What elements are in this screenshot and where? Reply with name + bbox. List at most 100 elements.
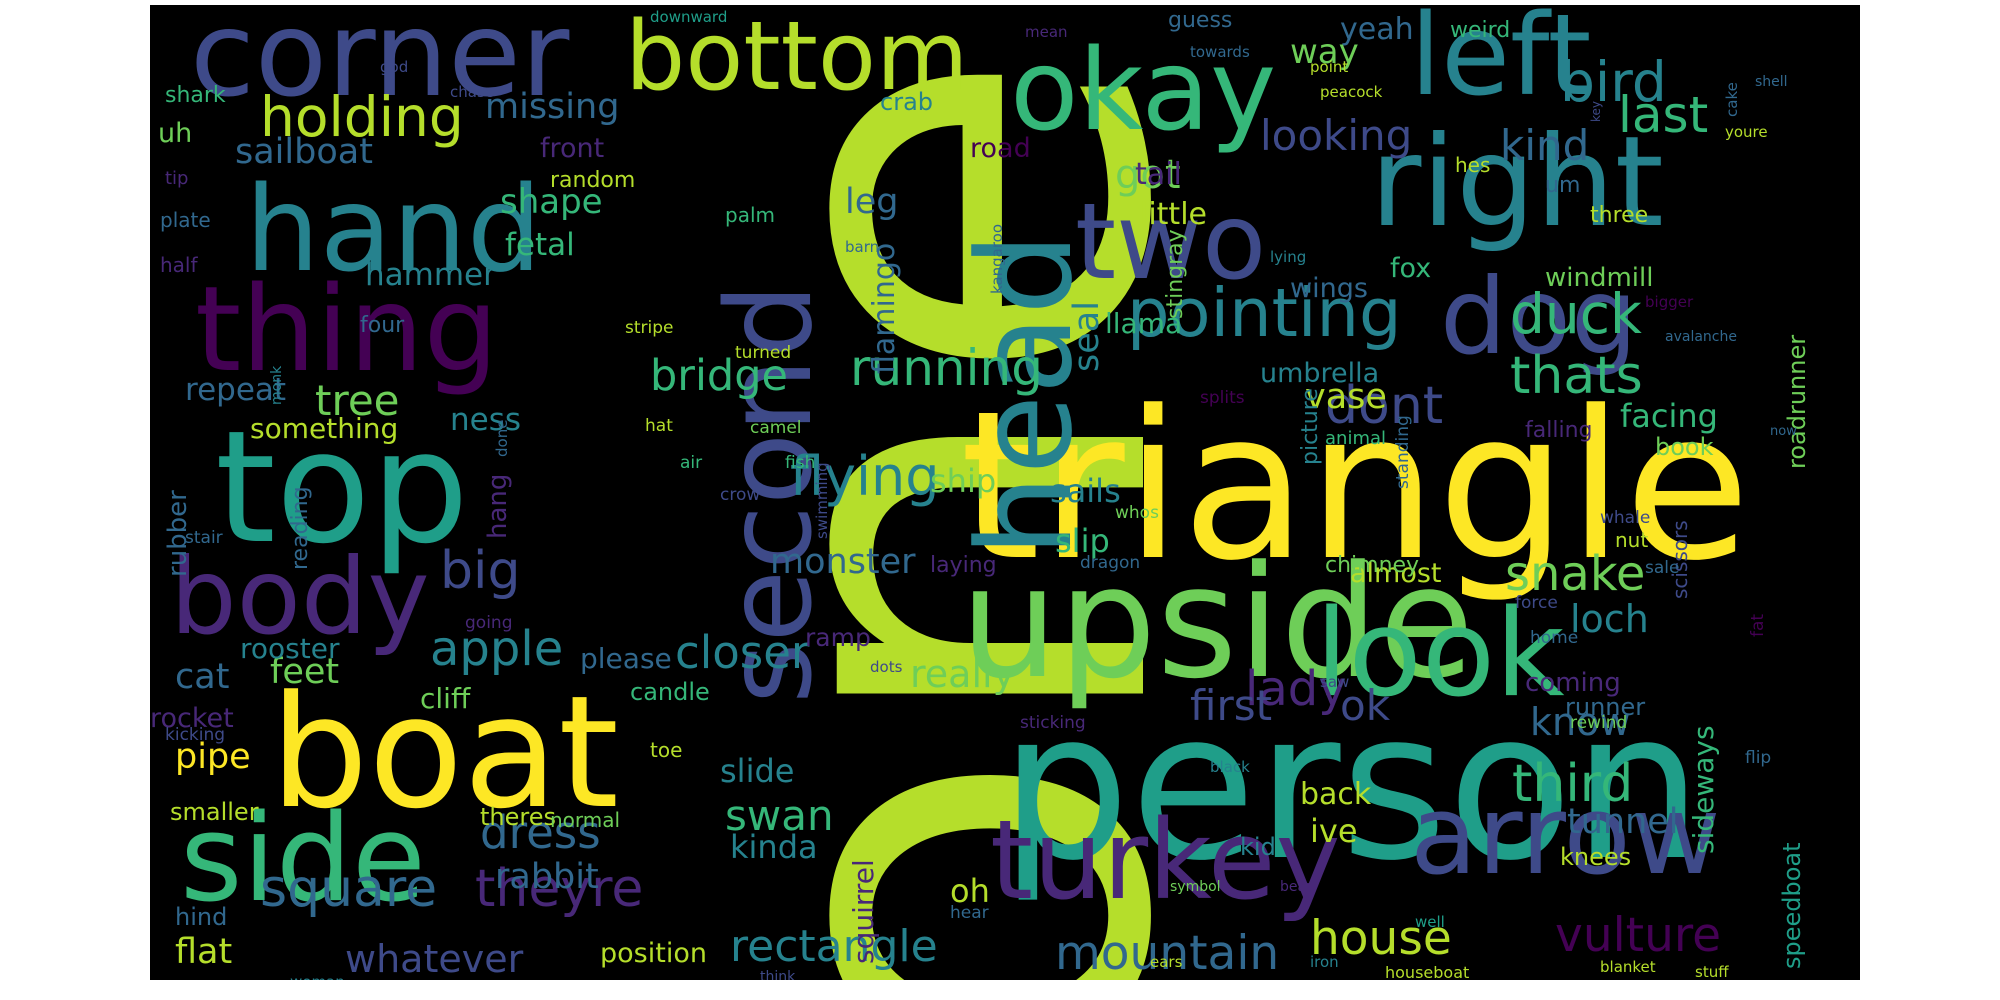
word-weird: weird [1450, 20, 1510, 42]
word-candle: candle [630, 680, 710, 704]
word-kinda: kinda [730, 831, 818, 863]
word-cake: cake [1725, 82, 1740, 117]
word-laying: laying [930, 555, 997, 577]
word-woman: woman [290, 975, 345, 980]
word-barn: barn [845, 240, 879, 255]
word-cat: cat [175, 660, 229, 695]
word-mean: mean [1025, 25, 1068, 40]
word-tunnel: tunnel [1567, 805, 1679, 840]
word-smaller: smaller [170, 800, 259, 824]
word-rabbit: rabbit [495, 860, 599, 895]
word-crab: crab [880, 90, 933, 114]
word-standing: standing [1395, 416, 1412, 490]
word-iron: iron [1310, 955, 1339, 970]
word-whos: whos [1115, 505, 1159, 522]
word-towards: towards [1190, 45, 1250, 60]
word-splits: splits [1200, 390, 1245, 407]
word-houseboat: houseboat [1385, 965, 1469, 980]
word-palm: palm [725, 205, 775, 225]
word-peacock: peacock [1320, 85, 1382, 100]
word-nut: nut [1615, 530, 1648, 550]
word-sideways: sideways [1690, 725, 1718, 854]
word-vulture: vulture [1555, 912, 1721, 959]
word-ive: ive [1310, 815, 1358, 847]
word-first: first [1190, 685, 1272, 727]
word-saw: saw [1320, 675, 1349, 690]
word-leg: leg [845, 185, 898, 220]
word-ears: ears [1150, 955, 1182, 970]
word-speedboat: speedboat [1780, 842, 1804, 969]
word-last: last [1618, 90, 1708, 140]
word-theres: theres [480, 805, 556, 829]
word-tip: tip [165, 170, 188, 188]
word-um: um [1545, 175, 1580, 197]
word-chimney: chimney [1325, 555, 1419, 577]
word-kangaroo: kangaroo [990, 224, 1005, 294]
word-rooster: rooster [240, 635, 339, 663]
word-normal: normal [550, 810, 620, 830]
word-sticking: sticking [1020, 715, 1086, 732]
word-half: half [160, 255, 198, 275]
word-turkey: turkey [990, 805, 1341, 915]
word-dots: dots [870, 660, 902, 675]
word-book: book [1655, 435, 1714, 459]
word-umbrella: umbrella [1260, 360, 1379, 387]
word-pipe: pipe [175, 740, 251, 775]
word-front: front [540, 135, 604, 162]
word-dragon: dragon [1080, 555, 1140, 572]
word-stripe: stripe [625, 320, 674, 337]
word-toe: toe [650, 740, 682, 760]
word-guess: guess [1168, 10, 1232, 32]
word-flat: flat [175, 935, 232, 970]
word-going: going [465, 615, 512, 632]
word-fat: fat [1750, 614, 1767, 637]
word-plate: plate [160, 210, 211, 230]
word-animal: animal [1325, 430, 1386, 448]
word-facing: facing [1620, 400, 1718, 432]
word-rectangle: rectangle [730, 925, 938, 969]
word-snake: snake [1505, 550, 1645, 598]
word-closer: closer [675, 630, 809, 675]
word-flip: flip [1745, 750, 1771, 767]
word-slide: slide [720, 755, 794, 787]
word-tail: tail [1135, 160, 1182, 190]
word-cloud: one triangle person upside boat top look turkey… [150, 5, 1860, 980]
word-windmill: windmill [1545, 265, 1653, 291]
word-hes: hes [1455, 155, 1490, 175]
word-youre: youre [1725, 125, 1768, 140]
word-shell: shell [1755, 75, 1788, 89]
word-reading: reading [290, 487, 312, 571]
word-air: air [680, 455, 702, 472]
word-cliff: cliff [420, 685, 470, 713]
word-monster: monster [770, 545, 916, 580]
word-uh: uh [158, 120, 192, 147]
word-looking: looking [1260, 115, 1412, 157]
word-four: four [360, 315, 404, 337]
word-please: please [580, 645, 672, 673]
word-three: three [1590, 205, 1648, 227]
word-hear: hear [950, 905, 989, 922]
word-bigger: bigger [1645, 295, 1693, 310]
word-downward: downward [650, 10, 727, 25]
word-kind: kind [1500, 125, 1589, 167]
word-fetal: fetal [505, 230, 575, 261]
word-wings: wings [1290, 275, 1368, 302]
word-back: back [1300, 780, 1371, 810]
word-shark: shark [165, 85, 226, 107]
word-road: road [970, 135, 1031, 162]
word-stuff: stuff [1695, 965, 1729, 980]
word-chase: chase [450, 85, 494, 100]
word-avalanche: avalanche [1665, 330, 1737, 344]
word-stingray: stingray [1165, 229, 1187, 319]
word-falling: falling [1525, 420, 1592, 442]
word-point: point [1310, 60, 1348, 75]
word-seal: seal [1070, 301, 1105, 372]
word-roadrunner: roadrunner [1785, 335, 1809, 469]
word-force: force [1515, 595, 1558, 612]
word-hind: hind [175, 905, 227, 929]
word-rewind: rewind [1570, 715, 1627, 732]
word-knees: knees [1560, 845, 1631, 869]
word-camel: camel [750, 420, 802, 437]
word-little: little [1140, 200, 1207, 230]
word-thats: thats [1510, 350, 1643, 402]
